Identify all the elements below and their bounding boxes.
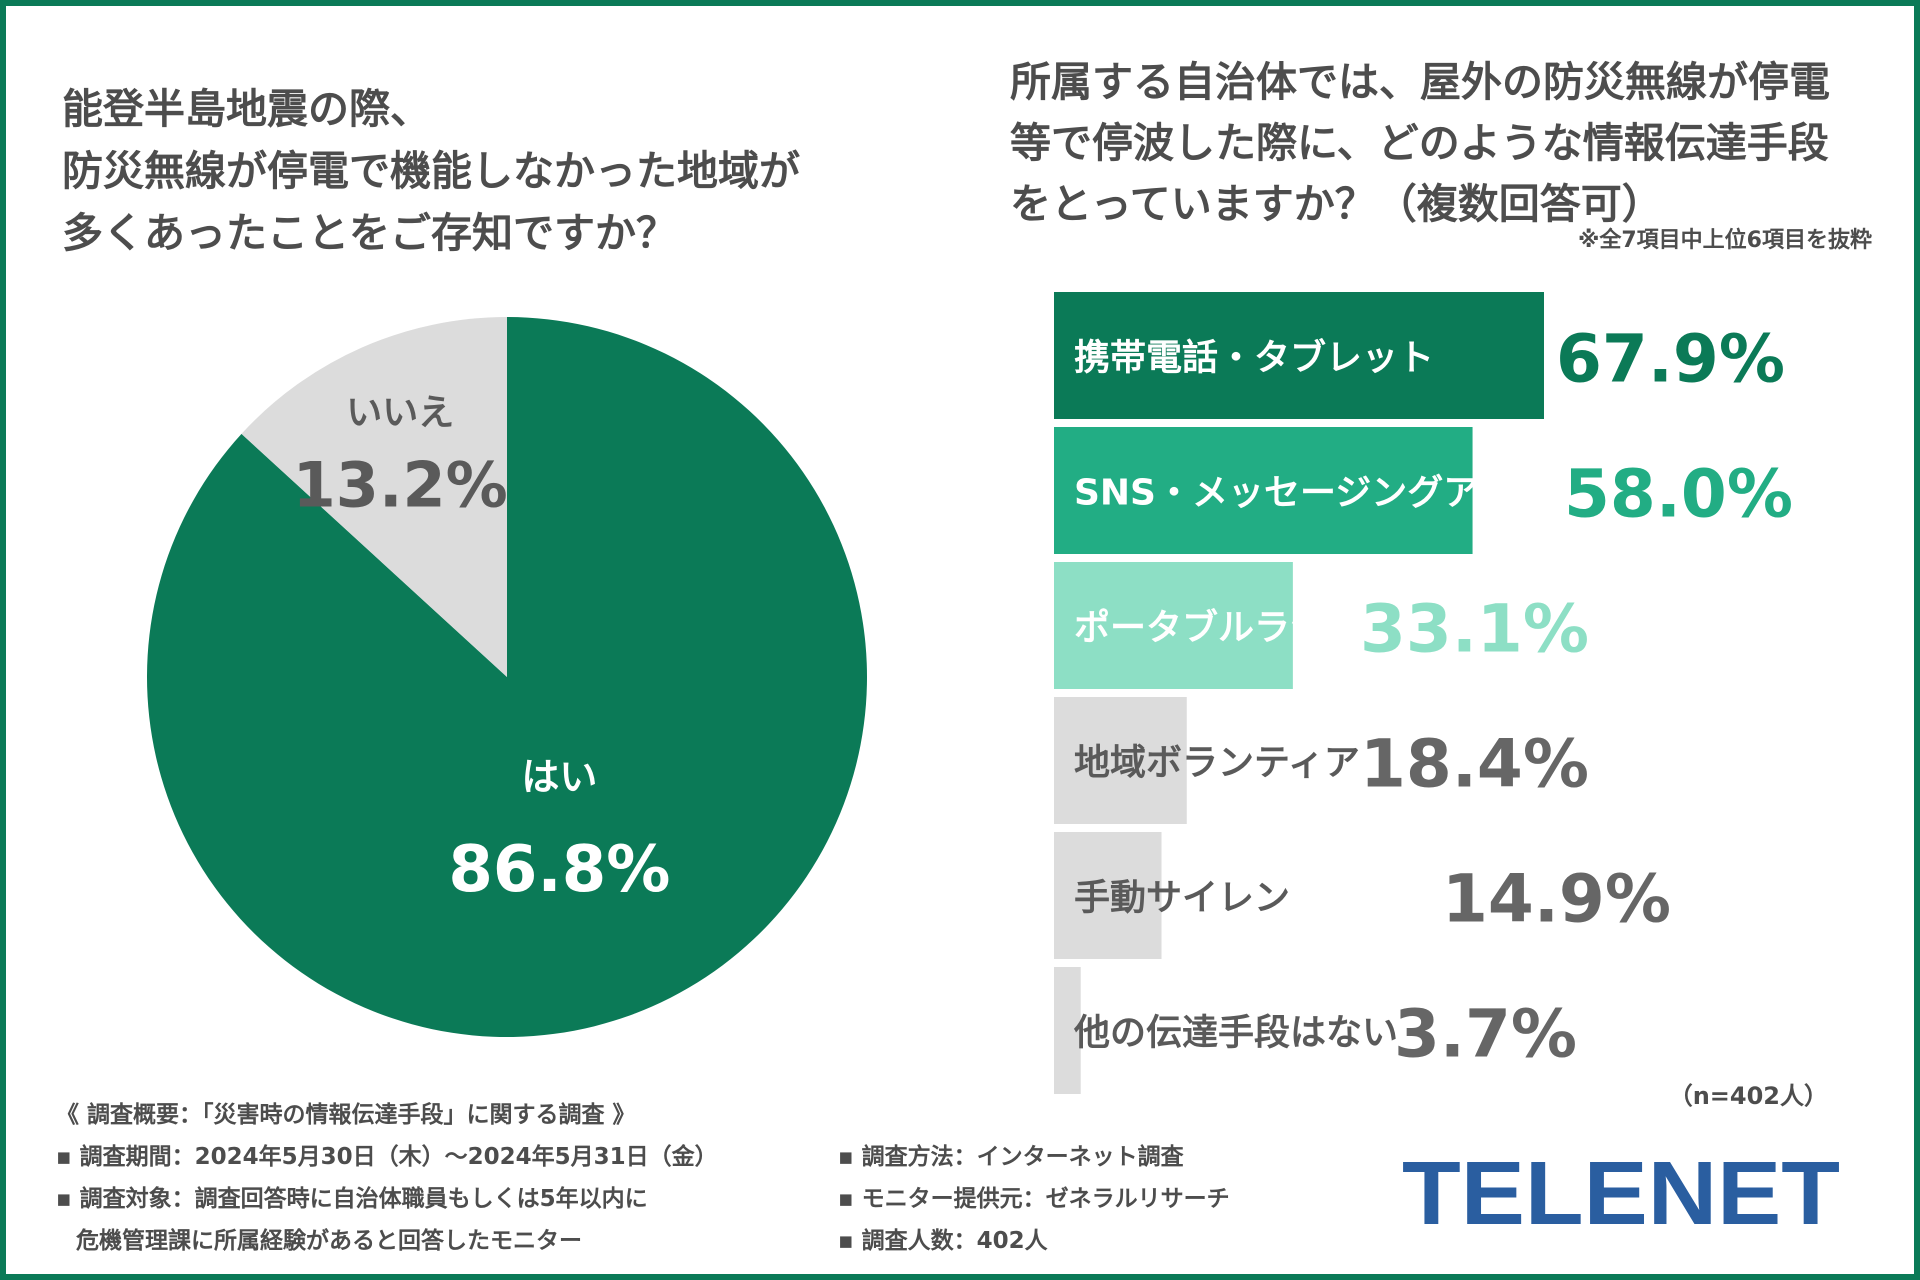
bar — [1054, 967, 1081, 1094]
bar — [1054, 832, 1162, 959]
bar-value-label: 58.0% — [1564, 456, 1793, 533]
survey-target-continued: 危機管理課に所属経験があると回答したモニター — [76, 1228, 582, 1254]
pie-label-no: いいえ — [346, 392, 454, 433]
pie-chart: はい 86.8% いいえ 13.2% — [146, 317, 868, 1037]
bar — [1054, 562, 1293, 689]
bar-value-label: 33.1% — [1360, 591, 1589, 668]
sample-size: （n=402人） — [1668, 1082, 1828, 1110]
pie-value-yes: 86.8% — [448, 833, 670, 907]
survey-count: ▪ 調査人数：402人 — [838, 1228, 1048, 1254]
bar-category-label: ポータブルラジオ — [1074, 607, 1361, 649]
pie-value-no: 13.2% — [293, 448, 508, 521]
bar-category-label: 他の伝達手段はない — [1073, 1013, 1398, 1054]
survey-provider: ▪ モニター提供元：ゼネラルリサーチ — [838, 1186, 1230, 1212]
survey-heading: 《 調査概要：「災害時の情報伝達手段」に関する調査 》 — [56, 1102, 636, 1128]
bar-value-label: 3.7% — [1394, 996, 1577, 1073]
bar-value-label: 67.9% — [1556, 321, 1785, 398]
pie-slice-no — [241, 317, 507, 677]
survey-method: ▪ 調査方法：インターネット調査 — [838, 1144, 1184, 1170]
bar-category-label: 手動サイレン — [1074, 878, 1290, 919]
bar-category-label: SNS・メッセージングアプリ — [1074, 473, 1551, 514]
telenet-logo: TELENET — [1402, 1148, 1840, 1232]
survey-summary: 《 調査概要：「災害時の情報伝達手段」に関する調査 》 ▪ 調査期間：2024年… — [56, 1094, 718, 1262]
bar-category-label: 携帯電話・タブレット — [1074, 337, 1434, 379]
survey-details: ▪ 調査方法：インターネット調査 ▪ モニター提供元：ゼネラルリサーチ ▪ 調査… — [838, 1136, 1230, 1262]
bar — [1054, 427, 1473, 554]
bar-value-label: 14.9% — [1442, 861, 1671, 938]
bar-value-label: 18.4% — [1360, 726, 1589, 803]
pie-chart-title: 能登半島地震の際、 防災無線が停電で機能しなかった地域が 多くあったことをご存知… — [62, 85, 800, 257]
bar — [1054, 292, 1544, 419]
bar-chart: 携帯電話・タブレット 67.9% SNS・メッセージングアプリ 58.0% ポータブルラ… — [1054, 292, 1793, 1094]
logo-wordmark: TELENET — [1402, 1148, 1840, 1232]
survey-target: ▪ 調査対象：調査回答時に自治体職員もしくは5年以内に — [56, 1186, 648, 1212]
pie-label-yes: はい — [521, 755, 597, 799]
bar-chart-note: ※全7項目中上位6項目を抜粋 — [1577, 228, 1872, 253]
bar-chart-title: 所属する自治体では、屋外の防災無線が停電 等で停波した際に、どのような情報伝達手… — [1010, 58, 1830, 228]
bar-category-label: 地域ボランティア — [1074, 743, 1360, 784]
bar — [1054, 697, 1187, 824]
survey-period: ▪ 調査期間：2024年5月30日（木）〜2024年5月31日（金） — [56, 1144, 718, 1170]
